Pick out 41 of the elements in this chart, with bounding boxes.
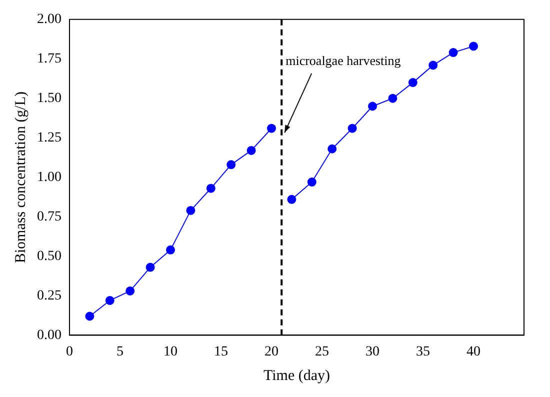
y-tick-label: 0.75	[37, 209, 62, 224]
y-tick-label: 0.50	[37, 248, 62, 264]
point	[287, 194, 296, 204]
x-tick-label: 5	[116, 344, 124, 360]
x-tick-label: 0	[66, 344, 73, 360]
point	[348, 124, 357, 133]
x-tick-label: 20	[264, 344, 278, 360]
x-tick-label: 40	[466, 344, 480, 360]
point	[206, 184, 216, 193]
y-tick-label: 1.25	[37, 130, 62, 146]
point	[428, 60, 438, 70]
point	[469, 42, 478, 51]
y-tick-label: 1.50	[37, 91, 62, 106]
y-tick-label: 0.00	[37, 328, 62, 343]
x-tick-label: 30	[366, 344, 380, 360]
point	[246, 146, 256, 155]
point	[267, 124, 276, 133]
y-tick-label: 2.00	[37, 12, 62, 28]
x-tick-label: 15	[214, 344, 228, 360]
point	[146, 262, 155, 272]
x-tick-label: 35	[416, 344, 430, 360]
point	[126, 286, 135, 296]
y-axis-title: Biomass concentration (g/L)	[12, 91, 29, 264]
point	[307, 178, 316, 187]
annotation: microalgae harvesting	[286, 52, 402, 68]
point	[328, 144, 337, 154]
point	[408, 78, 418, 88]
y-tick-label: 1.75	[37, 52, 62, 67]
point	[166, 245, 175, 254]
y-tick-label: 0.25	[37, 288, 62, 304]
point	[388, 94, 398, 103]
x-tick-label: 25	[315, 344, 329, 360]
point	[448, 48, 458, 58]
point	[186, 206, 196, 215]
point	[105, 296, 114, 305]
y-tick-label: 1.00	[37, 170, 62, 185]
x-tick-label: 10	[164, 344, 178, 360]
x-axis-title: Time (day)	[263, 368, 330, 384]
point	[85, 312, 94, 321]
point	[368, 102, 377, 111]
point	[226, 160, 236, 170]
